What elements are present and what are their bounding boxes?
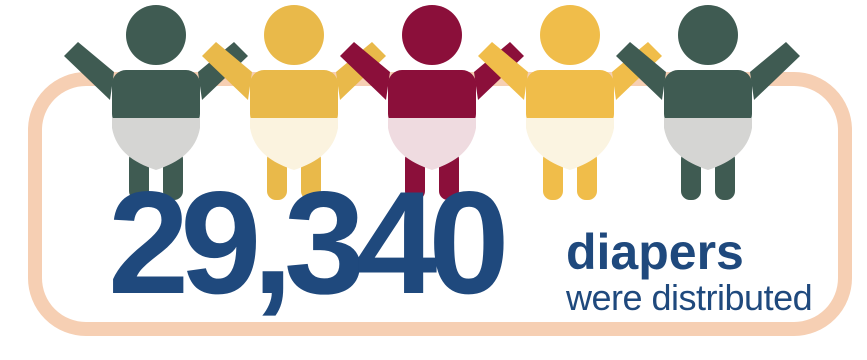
baby-icon bbox=[616, 5, 800, 200]
baby-icon bbox=[478, 5, 662, 200]
stat-label-main: diapers bbox=[566, 227, 744, 277]
stat-label-sub: were distributed bbox=[566, 280, 812, 316]
diaper-count: 29,340 bbox=[108, 170, 501, 316]
